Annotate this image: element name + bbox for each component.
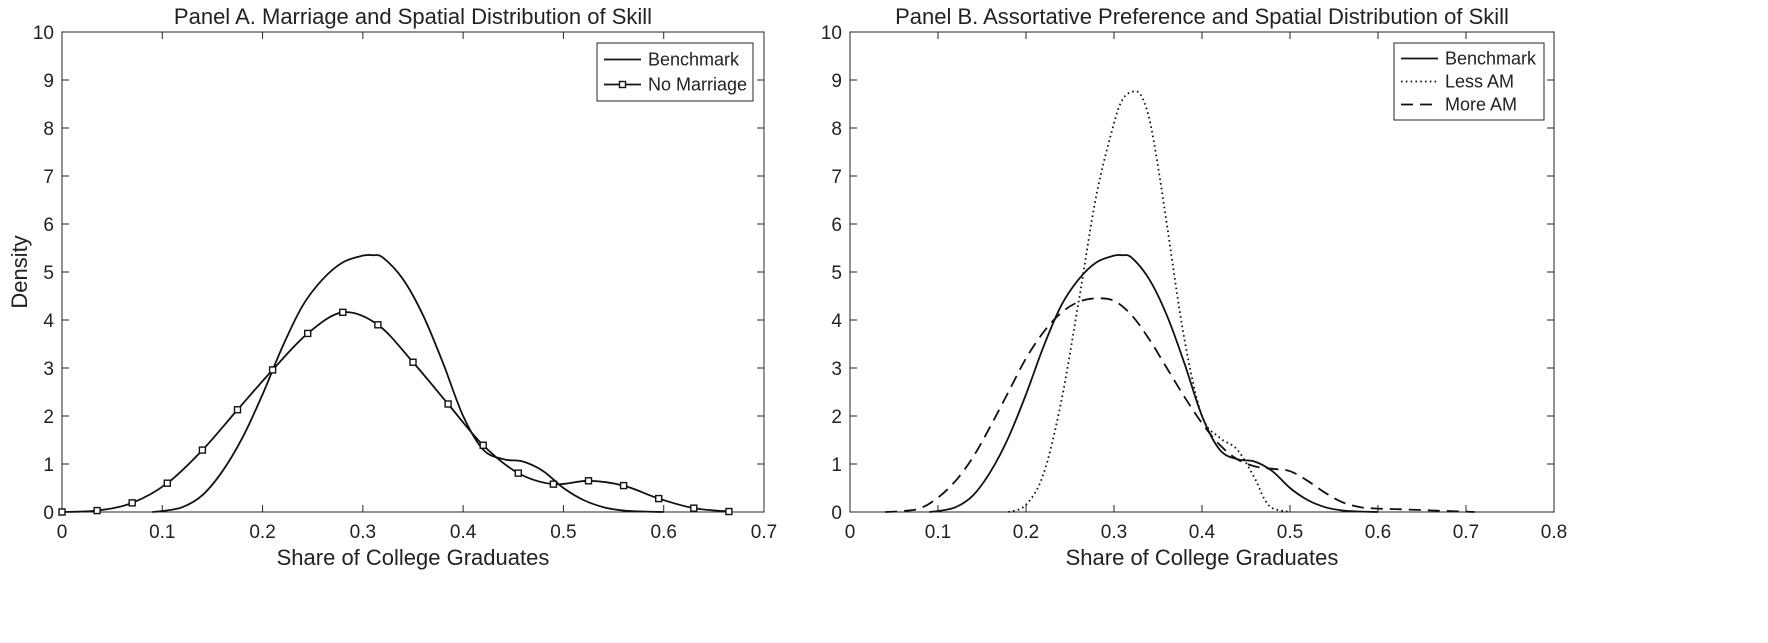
y-tick-label: 2 — [831, 407, 842, 428]
x-tick-label: 0.8 — [1541, 522, 1567, 543]
x-tick-label: 0.7 — [1453, 522, 1479, 543]
y-tick-label: 10 — [821, 23, 842, 44]
y-tick-label: 2 — [43, 407, 54, 428]
y-tick-label: 10 — [33, 23, 54, 44]
data-point-marker — [374, 321, 382, 329]
y-tick-label: 5 — [43, 263, 54, 284]
x-tick-label: 0.3 — [350, 522, 376, 543]
y-axis-label: Density — [7, 235, 32, 308]
data-point-marker — [409, 358, 417, 366]
y-tick-label: 0 — [831, 503, 842, 524]
data-point-marker — [725, 507, 733, 516]
x-tick-label: 0.2 — [1013, 522, 1039, 543]
legend-entry: Benchmark — [648, 50, 740, 70]
series-line-benchmark — [152, 253, 664, 513]
legend-marker — [618, 80, 627, 89]
x-tick-label: 0.3 — [1101, 522, 1127, 543]
panel-a: 0 0.1 0.2 0.3 0.4 0.5 0.6 0.7 0 1 2 3 4 5 6 7 8 9 10 Panel … — [7, 4, 777, 570]
y-tick-label: 7 — [831, 167, 842, 188]
y-tick-label: 5 — [831, 263, 842, 284]
data-point-marker — [444, 400, 452, 408]
y-tick-label: 1 — [831, 455, 842, 476]
y-tick-label: 9 — [43, 71, 54, 92]
legend-entry: Less AM — [1445, 72, 1514, 92]
x-tick-label: 0.4 — [1189, 522, 1216, 543]
y-tick-label: 8 — [43, 119, 54, 140]
y-tick-label: 6 — [43, 215, 54, 236]
data-point-marker — [655, 494, 663, 503]
y-tick-label: 3 — [43, 359, 54, 380]
x-tick-label: 0.4 — [450, 522, 477, 543]
panel-b: 0 0.1 0.2 0.3 0.4 0.5 0.6 0.7 0.8 0 1 2 3 4 5 6 7 8 9 10 Pan… — [821, 4, 1567, 570]
x-axis-label: Share of College Graduates — [1066, 545, 1339, 570]
series-line-less-am — [1008, 90, 1291, 513]
y-tick-label: 3 — [831, 359, 842, 380]
x-tick-label: 0 — [57, 522, 68, 543]
data-point-marker — [690, 504, 698, 512]
chart-title: Panel A. Marriage and Spatial Distributi… — [174, 4, 652, 29]
data-point-marker — [93, 506, 101, 515]
series-line-more-am — [885, 297, 1475, 513]
legend-entry: No Marriage — [648, 75, 747, 95]
y-tick-label: 8 — [831, 119, 842, 140]
x-tick-label: 0.1 — [149, 522, 175, 543]
data-point-marker — [584, 477, 593, 485]
data-point-marker — [479, 441, 487, 449]
legend-box — [596, 42, 754, 102]
data-point-marker — [549, 480, 558, 488]
data-point-marker — [304, 329, 312, 338]
x-tick-label: 0.2 — [249, 522, 275, 543]
data-point-marker — [268, 366, 277, 374]
x-tick-label: 0.5 — [1277, 522, 1303, 543]
data-point-marker — [198, 446, 207, 454]
y-tick-label: 1 — [43, 455, 54, 476]
y-tick-label: 7 — [43, 167, 54, 188]
data-point-marker — [163, 479, 172, 487]
x-tick-label: 0.6 — [1365, 522, 1391, 543]
x-tick-label: 0 — [845, 522, 856, 543]
data-point-marker — [128, 499, 136, 507]
y-tick-label: 0 — [43, 503, 54, 524]
series-line-benchmark — [929, 253, 1379, 513]
data-point-marker — [514, 469, 522, 477]
data-point-marker — [339, 308, 347, 317]
legend-box — [1393, 42, 1545, 121]
panel-a-plot-area — [61, 31, 765, 513]
data-point-marker — [619, 481, 628, 490]
x-tick-label: 0.5 — [550, 522, 576, 543]
x-tick-label: 0.6 — [651, 522, 677, 543]
x-axis-label: Share of College Graduates — [277, 545, 550, 570]
legend-entry: More AM — [1445, 95, 1517, 115]
legend-entry: Benchmark — [1445, 49, 1537, 69]
data-point-marker — [233, 406, 242, 414]
chart-title: Panel B. Assortative Preference and Spat… — [895, 4, 1509, 29]
data-point-marker — [58, 508, 66, 516]
x-tick-label: 0.1 — [925, 522, 951, 543]
y-tick-label: 6 — [831, 215, 842, 236]
x-tick-label: 0.7 — [751, 522, 777, 543]
y-tick-label: 9 — [831, 71, 842, 92]
y-tick-label: 4 — [831, 311, 842, 332]
y-tick-label: 4 — [43, 311, 54, 332]
